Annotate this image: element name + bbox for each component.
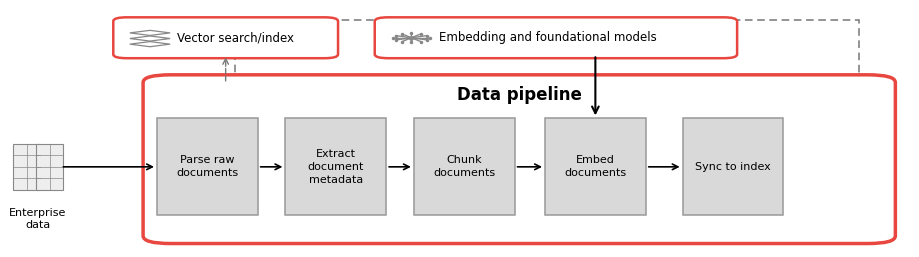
FancyBboxPatch shape — [683, 118, 783, 215]
FancyBboxPatch shape — [375, 17, 737, 58]
Text: Extract
document
metadata: Extract document metadata — [308, 149, 364, 185]
Text: Data pipeline: Data pipeline — [457, 86, 582, 104]
FancyBboxPatch shape — [143, 75, 895, 244]
FancyBboxPatch shape — [414, 118, 515, 215]
FancyBboxPatch shape — [36, 144, 63, 190]
FancyBboxPatch shape — [113, 17, 338, 58]
Text: Parse raw
documents: Parse raw documents — [176, 155, 238, 178]
Text: Sync to index: Sync to index — [695, 162, 771, 172]
Text: Embed
documents: Embed documents — [564, 155, 627, 178]
FancyBboxPatch shape — [285, 118, 386, 215]
FancyBboxPatch shape — [157, 118, 257, 215]
Text: Chunk
documents: Chunk documents — [433, 155, 495, 178]
FancyBboxPatch shape — [545, 118, 646, 215]
Text: Vector search/index: Vector search/index — [177, 31, 294, 44]
Text: Embedding and foundational models: Embedding and foundational models — [439, 31, 657, 44]
Bar — [235, 20, 858, 84]
FancyBboxPatch shape — [13, 144, 40, 190]
Text: Enterprise
data: Enterprise data — [9, 208, 66, 230]
